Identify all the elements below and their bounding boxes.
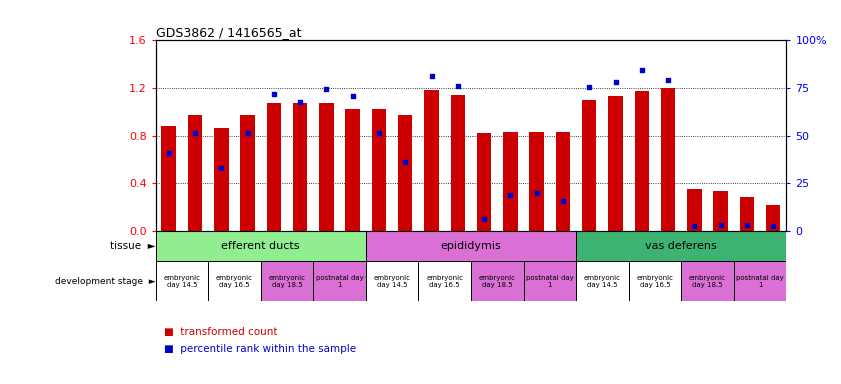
Bar [713,192,727,231]
Bar [293,103,307,231]
Bar [530,132,544,231]
Point [766,223,780,229]
Point [556,198,569,204]
Point [425,73,438,79]
Point [162,150,176,156]
Text: embryonic
day 14.5: embryonic day 14.5 [584,275,621,288]
Bar [733,261,786,301]
Bar [635,91,649,231]
Point [635,67,648,73]
Bar [366,261,419,301]
Bar [556,132,570,231]
Point [241,130,254,136]
Bar [503,132,517,231]
Bar [214,128,229,231]
Bar [261,261,313,301]
Text: epididymis: epididymis [441,241,501,251]
Text: embryonic
day 16.5: embryonic day 16.5 [637,275,674,288]
Text: postnatal day
1: postnatal day 1 [526,275,574,288]
Text: postnatal day
1: postnatal day 1 [315,275,363,288]
Text: efferent ducts: efferent ducts [221,241,300,251]
Point [583,84,596,90]
Point [267,91,281,97]
Bar [313,261,366,301]
Point [188,130,202,136]
Point [714,222,727,228]
Text: embryonic
day 18.5: embryonic day 18.5 [268,275,305,288]
Point [451,83,464,89]
Text: GDS3862 / 1416565_at: GDS3862 / 1416565_at [156,26,301,39]
Bar [425,90,439,231]
Point [530,190,543,196]
Bar [582,100,596,231]
Bar [576,231,786,261]
Bar [451,95,465,231]
Text: embryonic
day 18.5: embryonic day 18.5 [479,275,516,288]
Bar [681,261,733,301]
Point [399,159,412,165]
Bar [346,109,360,231]
Text: embryonic
day 14.5: embryonic day 14.5 [163,275,200,288]
Bar [608,96,622,231]
Bar [576,261,628,301]
Point [478,216,491,222]
Bar [477,133,491,231]
Bar [209,261,261,301]
Point [294,99,307,105]
Bar [156,261,209,301]
Text: development stage  ►: development stage ► [55,276,156,286]
Point [320,86,333,92]
Bar [419,261,471,301]
Point [688,223,701,229]
Point [609,79,622,85]
Bar [687,189,701,231]
Bar [740,197,754,231]
Bar [766,205,780,231]
Bar [188,115,202,231]
Point [346,93,359,99]
Text: ■  transformed count: ■ transformed count [164,327,278,337]
Bar [628,261,681,301]
Bar [661,88,675,231]
Bar [161,126,176,231]
Text: vas deferens: vas deferens [645,241,717,251]
Bar [366,231,576,261]
Text: embryonic
day 14.5: embryonic day 14.5 [373,275,410,288]
Bar [372,109,386,231]
Text: tissue  ►: tissue ► [110,241,156,251]
Bar [320,103,334,231]
Bar [156,231,366,261]
Bar [471,261,523,301]
Point [214,165,228,171]
Point [373,130,386,136]
Bar [241,115,255,231]
Point [504,192,517,198]
Point [740,222,754,228]
Text: embryonic
day 18.5: embryonic day 18.5 [689,275,726,288]
Point [661,76,674,83]
Text: embryonic
day 16.5: embryonic day 16.5 [216,275,253,288]
Bar [398,115,412,231]
Text: embryonic
day 16.5: embryonic day 16.5 [426,275,463,288]
Bar [523,261,576,301]
Text: ■  percentile rank within the sample: ■ percentile rank within the sample [164,344,356,354]
Bar [267,103,281,231]
Text: postnatal day
1: postnatal day 1 [736,275,784,288]
